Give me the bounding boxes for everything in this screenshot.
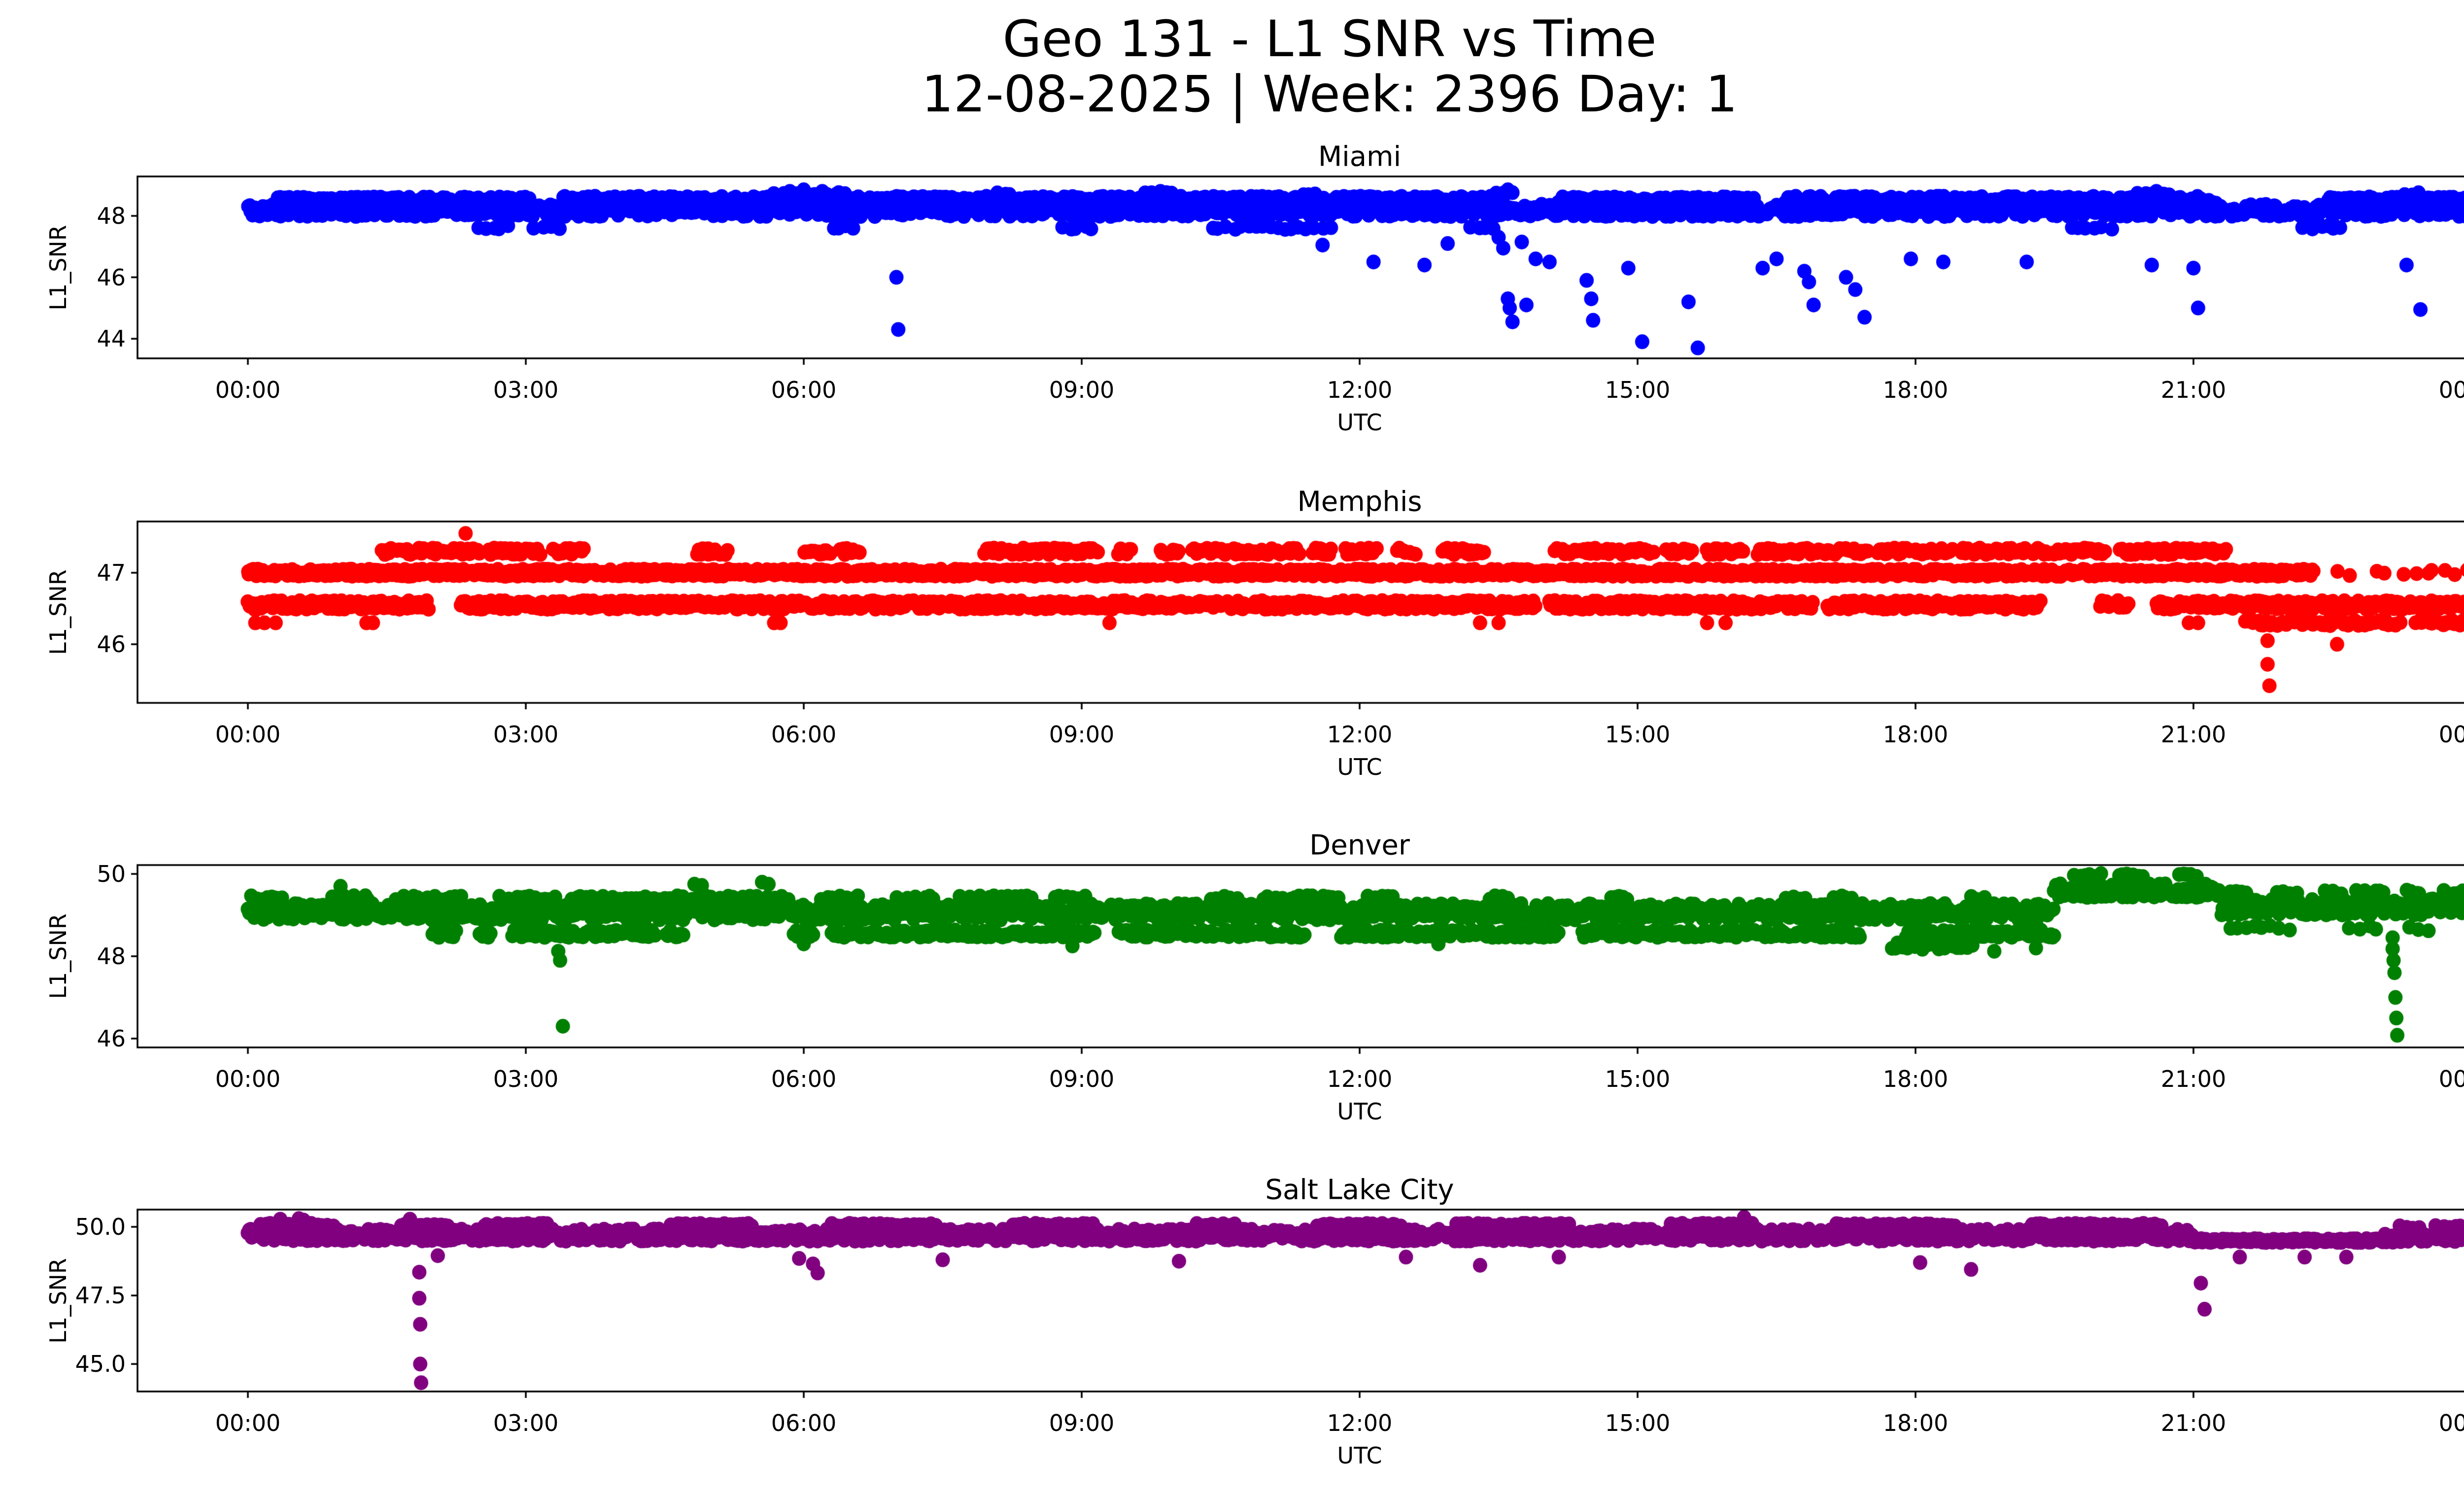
xtick-label-denver: 15:00 [1605,1066,1671,1092]
xtick-label-memphis: 00:00 [2438,721,2464,748]
xtick-label-denver: 12:00 [1327,1066,1393,1092]
ytick-label-miami: 48 [97,203,126,230]
xtick-label-salt-lake-city: 06:00 [771,1410,837,1436]
subplot-title-miami: Miami [1318,140,1402,173]
ytick-label-denver: 48 [97,943,126,970]
x-axis-label-utc-miami: UTC [1337,409,1382,436]
xtick-label-memphis: 21:00 [2160,721,2226,748]
y-axis-label-salt-lake-city: L1_SNR [45,1257,71,1344]
x-axis-label-utc-denver: UTC [1337,1098,1382,1125]
ytick-label-denver: 46 [97,1025,126,1052]
subplot-title-salt-lake-city: Salt Lake City [1265,1174,1454,1206]
subplot-title-memphis: Memphis [1297,486,1422,518]
xtick-label-memphis: 15:00 [1605,721,1671,748]
xtick-label-miami: 18:00 [1882,377,1949,403]
y-axis-label-denver: L1_SNR [45,913,71,999]
xtick-label-denver: 00:00 [215,1066,281,1092]
xtick-label-memphis: 03:00 [493,721,559,748]
x-axis-label-utc-memphis: UTC [1337,754,1382,780]
xtick-label-denver: 18:00 [1882,1066,1949,1092]
y-axis-label-miami: L1_SNR [45,224,71,311]
xtick-label-salt-lake-city: 00:00 [215,1410,281,1436]
xtick-label-miami: 00:00 [2438,377,2464,403]
xtick-label-salt-lake-city: 00:00 [2438,1410,2464,1436]
xtick-label-memphis: 18:00 [1882,721,1949,748]
figure-subtitle: 12-08-2025 | Week: 2396 Day: 1 [922,65,1738,124]
xtick-label-salt-lake-city: 03:00 [493,1410,559,1436]
xtick-label-salt-lake-city: 15:00 [1605,1410,1671,1436]
ytick-label-miami: 44 [97,325,126,352]
xtick-label-salt-lake-city: 12:00 [1327,1410,1393,1436]
xtick-label-memphis: 09:00 [1049,721,1115,748]
ytick-label-salt-lake-city: 47.5 [75,1282,126,1309]
ytick-label-miami: 46 [97,264,126,291]
ytick-label-memphis: 46 [97,631,126,658]
y-axis-label-memphis: L1_SNR [45,569,71,655]
xtick-label-memphis: 00:00 [215,721,281,748]
xtick-label-memphis: 12:00 [1327,721,1393,748]
xtick-label-miami: 21:00 [2160,377,2226,403]
ytick-label-salt-lake-city: 50.0 [75,1214,126,1241]
xtick-label-memphis: 06:00 [771,721,837,748]
xtick-label-miami: 09:00 [1049,377,1115,403]
ytick-label-memphis: 47 [97,559,126,586]
xtick-label-miami: 15:00 [1605,377,1671,403]
xtick-label-salt-lake-city: 18:00 [1882,1410,1949,1436]
xtick-label-miami: 12:00 [1327,377,1393,403]
xtick-label-denver: 06:00 [771,1066,837,1092]
xtick-label-miami: 00:00 [215,377,281,403]
xtick-label-denver: 03:00 [493,1066,559,1092]
subplot-title-denver: Denver [1309,829,1410,862]
xtick-label-salt-lake-city: 09:00 [1049,1410,1115,1436]
xtick-label-denver: 21:00 [2160,1066,2226,1092]
x-axis-label-utc-salt-lake-city: UTC [1337,1442,1382,1469]
ytick-label-salt-lake-city: 45.0 [75,1351,126,1378]
xtick-label-denver: 09:00 [1049,1066,1115,1092]
xtick-label-salt-lake-city: 21:00 [2160,1410,2226,1436]
figure-title: Geo 131 - L1 SNR vs Time [1002,10,1657,69]
xtick-label-miami: 03:00 [493,377,559,403]
xtick-label-miami: 06:00 [771,377,837,403]
ytick-label-denver: 50 [97,860,126,887]
xtick-label-denver: 00:00 [2438,1066,2464,1092]
